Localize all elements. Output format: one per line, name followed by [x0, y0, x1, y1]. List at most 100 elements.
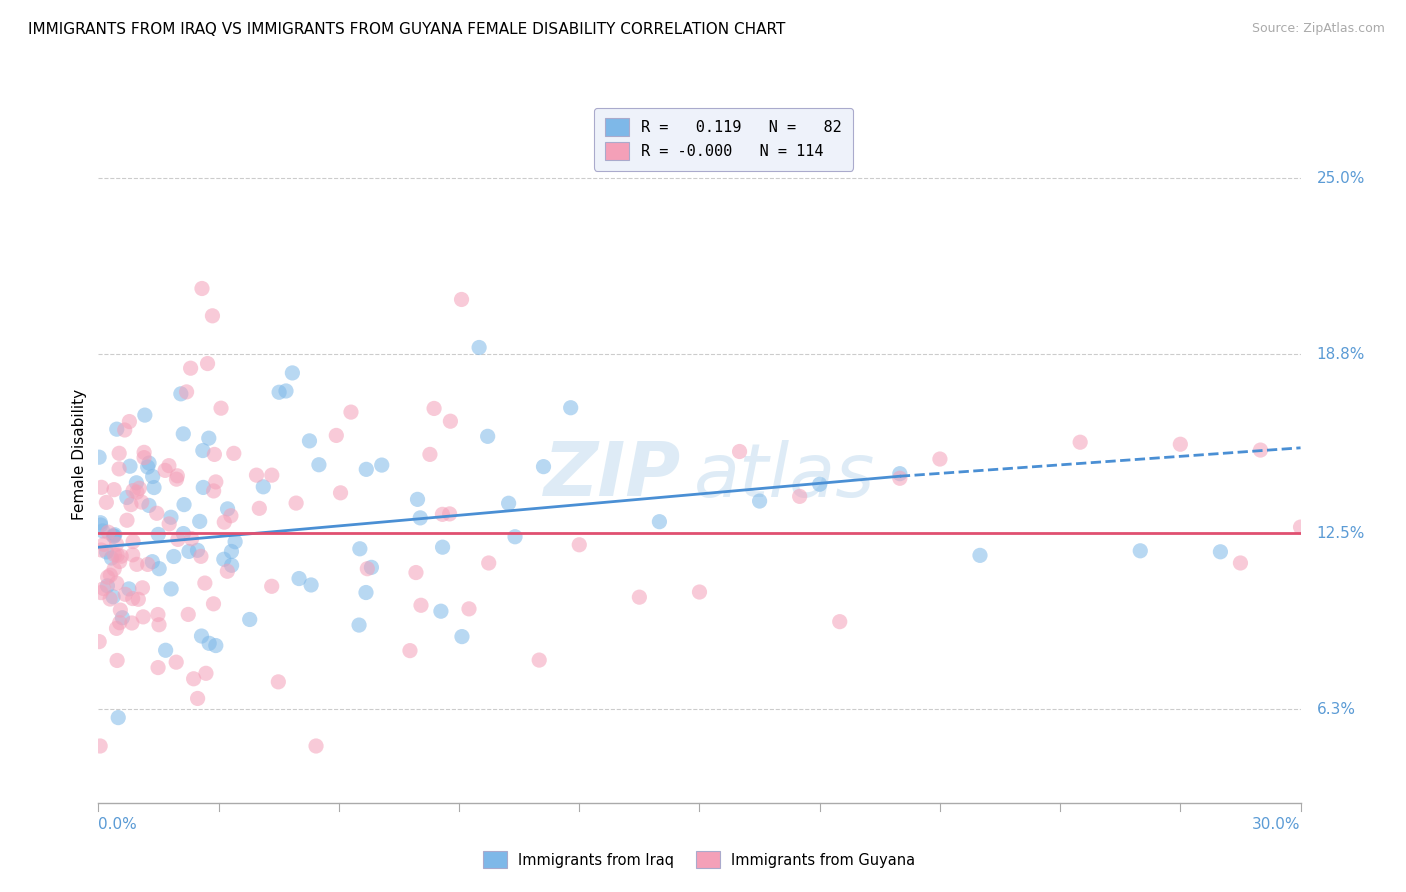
Point — [180, 361, 202, 376]
Text: 30.0%: 30.0% — [1253, 817, 1301, 832]
Point — [808, 477, 831, 491]
Point — [122, 534, 145, 549]
Point — [560, 401, 582, 415]
Point — [789, 489, 811, 503]
Point — [1250, 443, 1272, 458]
Point — [146, 660, 169, 674]
Point — [468, 341, 491, 355]
Point — [204, 475, 226, 489]
Point — [107, 710, 129, 724]
Point — [115, 491, 138, 505]
Point — [1129, 543, 1152, 558]
Point — [281, 366, 304, 380]
Point — [141, 555, 163, 569]
Point — [163, 549, 186, 564]
Point — [477, 429, 499, 443]
Point — [108, 462, 131, 476]
Point — [1170, 437, 1192, 451]
Point — [101, 590, 124, 604]
Text: ZIP: ZIP — [544, 439, 682, 512]
Point — [90, 585, 112, 599]
Point — [103, 562, 125, 576]
Point — [121, 591, 143, 606]
Point — [166, 468, 188, 483]
Point — [298, 434, 321, 448]
Point — [114, 587, 136, 601]
Point — [142, 469, 165, 483]
Point — [93, 582, 115, 596]
Point — [138, 499, 160, 513]
Point — [1229, 556, 1251, 570]
Text: atlas: atlas — [693, 440, 875, 512]
Point — [96, 579, 118, 593]
Legend: Immigrants from Iraq, Immigrants from Guyana: Immigrants from Iraq, Immigrants from Gu… — [477, 844, 922, 876]
Point — [134, 408, 156, 422]
Point — [217, 564, 239, 578]
Point — [136, 558, 159, 572]
Point — [172, 526, 194, 541]
Point — [127, 592, 149, 607]
Point — [191, 443, 214, 458]
Point — [96, 495, 118, 509]
Point — [197, 357, 219, 371]
Point — [105, 621, 128, 635]
Point — [274, 384, 297, 398]
Text: 6.3%: 6.3% — [1316, 702, 1355, 716]
Point — [889, 467, 911, 481]
Point — [1209, 545, 1232, 559]
Text: IMMIGRANTS FROM IRAQ VS IMMIGRANTS FROM GUYANA FEMALE DISABILITY CORRELATION CHA: IMMIGRANTS FROM IRAQ VS IMMIGRANTS FROM … — [28, 22, 786, 37]
Point — [143, 481, 166, 495]
Point — [177, 544, 200, 558]
Point — [115, 513, 138, 527]
Point — [191, 281, 214, 295]
Point — [138, 456, 160, 470]
Point — [356, 462, 378, 476]
Point — [529, 653, 551, 667]
Point — [439, 414, 461, 428]
Point — [157, 516, 180, 531]
Point — [269, 385, 291, 400]
Point — [247, 501, 270, 516]
Point — [354, 585, 377, 599]
Point — [121, 615, 143, 630]
Point — [103, 529, 125, 543]
Point — [110, 549, 132, 564]
Point — [105, 537, 128, 551]
Point — [160, 582, 183, 596]
Point — [217, 501, 239, 516]
Text: Source: ZipAtlas.com: Source: ZipAtlas.com — [1251, 22, 1385, 36]
Point — [201, 309, 224, 323]
Point — [118, 582, 141, 596]
Point — [409, 599, 432, 613]
Point — [252, 480, 274, 494]
Point — [160, 510, 183, 524]
Point — [432, 540, 454, 554]
Point — [828, 615, 851, 629]
Point — [103, 483, 125, 497]
Point — [104, 548, 127, 562]
Point — [929, 452, 952, 467]
Point — [122, 483, 145, 498]
Point — [166, 472, 188, 486]
Point — [103, 529, 125, 543]
Point — [132, 450, 155, 465]
Point — [165, 655, 187, 669]
Point — [108, 555, 131, 569]
Point — [451, 630, 474, 644]
Point — [219, 508, 242, 523]
Point — [111, 611, 134, 625]
Point — [183, 672, 205, 686]
Point — [90, 543, 112, 558]
Point — [148, 527, 170, 541]
Point — [239, 612, 262, 626]
Point — [478, 556, 501, 570]
Point — [285, 496, 308, 510]
Point — [349, 541, 371, 556]
Point — [288, 572, 311, 586]
Point — [100, 551, 122, 566]
Point — [423, 401, 446, 416]
Point — [190, 629, 212, 643]
Point — [299, 578, 322, 592]
Point — [91, 524, 114, 538]
Point — [148, 617, 170, 632]
